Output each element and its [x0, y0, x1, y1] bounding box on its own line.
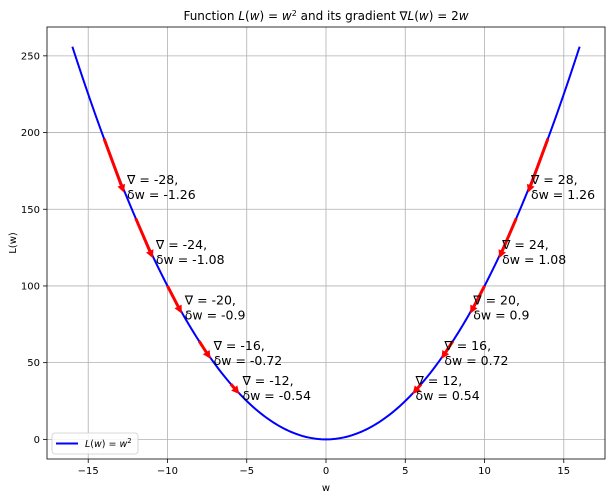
gradient-arrow-head	[412, 385, 421, 395]
gradient-arrow-shaft	[229, 383, 236, 389]
gradient-arrow-shaft	[416, 383, 423, 389]
delta-w-annotation: δw = 0.72	[444, 353, 508, 368]
delta-w-annotation: δw = -1.08	[156, 252, 225, 267]
legend-L: L	[85, 439, 90, 450]
delta-w-annotation: δw = -0.72	[214, 353, 283, 368]
gradient-arrow	[229, 383, 240, 395]
gradient-arrow-head	[498, 249, 506, 259]
gradient-arrow	[470, 285, 486, 314]
legend-sup: 2	[127, 437, 131, 445]
gradient-arrow	[412, 383, 423, 395]
gradient-annotation: ∇ = -16,	[213, 338, 265, 353]
gradient-annotation: ∇ = 28,	[530, 172, 578, 187]
chart-title-L2: L	[408, 9, 415, 23]
chart-title-w2: w	[282, 9, 292, 23]
gradient-annotation: ∇ = -12,	[241, 373, 293, 388]
chart-title-eq: ) =	[260, 9, 282, 23]
x-tick-label: −15	[78, 466, 99, 477]
delta-w-annotation: δw = 1.08	[502, 252, 566, 267]
gradient-arrow-shaft	[472, 285, 486, 308]
gradient-annotation: ∇ = -20,	[184, 293, 236, 308]
delta-w-annotation: δw = 1.26	[531, 187, 595, 202]
gradient-arrow	[526, 138, 550, 193]
grid	[47, 27, 605, 459]
gradient-annotation: ∇ = -24,	[155, 237, 207, 252]
chart-title-part1: Function	[183, 9, 238, 23]
y-tick-label: 100	[21, 281, 40, 292]
x-tick-label: 0	[323, 466, 329, 477]
legend-label: L(w) = w2	[85, 437, 132, 450]
chart-title-part2: and its gradient ∇	[297, 9, 409, 23]
gradient-arrow-shaft	[102, 138, 123, 186]
gradient-arrow-head	[231, 385, 240, 395]
gradient-annotation: ∇ = 12,	[415, 373, 463, 388]
gradient-arrow	[134, 217, 154, 259]
delta-w-annotation: δw = -1.26	[127, 187, 196, 202]
chart-title-L: L	[238, 9, 245, 23]
gradient-arrow-shaft	[529, 138, 550, 186]
gradient-arrow	[102, 138, 126, 193]
gradient-arrow-head	[117, 183, 126, 193]
legend-w: w	[94, 439, 102, 450]
gradient-arrow-head	[202, 349, 211, 359]
gradient-arrow-shaft	[134, 217, 152, 252]
y-axis-label: L(w)	[8, 232, 19, 254]
gradient-arrow	[441, 340, 455, 359]
x-tick-label: 5	[402, 466, 408, 477]
chart-title-sup: 2	[292, 9, 297, 18]
chart-title-w: w	[250, 9, 260, 23]
gradient-arrow-head	[174, 304, 182, 314]
gradient-arrow-shaft	[444, 340, 455, 353]
x-tick-label: −5	[239, 466, 254, 477]
delta-w-annotation: δw = -0.9	[185, 308, 246, 323]
chart-title-w3: w	[419, 9, 429, 23]
annotations: ∇ = -28,δw = -1.26 ∇ = -24,δw = -1.08 ∇ = …	[126, 172, 595, 403]
curve-layer	[71, 46, 581, 441]
gradient-arrow-head	[441, 349, 450, 359]
legend-box	[51, 432, 139, 455]
gradient-arrow-head	[470, 304, 478, 314]
gradient-annotation: ∇ = 16,	[443, 338, 491, 353]
y-tick-label: 200	[21, 128, 40, 139]
chart-title-w4: w	[459, 9, 469, 23]
gradient-arrow	[498, 217, 518, 259]
gradient-arrows	[102, 138, 550, 395]
legend-w2: w	[120, 439, 128, 450]
x-tick-label: 10	[478, 466, 491, 477]
gradient-arrow-shaft	[500, 217, 518, 252]
gradient-arrow-shaft	[197, 340, 208, 353]
x-tick-label: 15	[557, 466, 570, 477]
legend: L(w) = w2	[51, 432, 139, 455]
chart-title: Function L(w) = w2 and its gradient ∇L(w…	[183, 9, 468, 24]
chart-title-eq2: ) = 2	[429, 9, 459, 23]
loss-curve-series	[71, 46, 581, 441]
gradient-arrow-head	[526, 183, 535, 193]
legend-open: (	[90, 439, 94, 450]
y-tick-label: 50	[27, 358, 40, 369]
y-tick-label: 150	[21, 205, 40, 216]
x-axis-label: w	[322, 483, 330, 494]
y-tick-label: 0	[34, 435, 40, 446]
legend-eq: ) =	[102, 439, 120, 450]
gradient-arrow	[166, 285, 182, 314]
gradient-annotation: ∇ = 20,	[472, 293, 520, 308]
delta-w-annotation: δw = 0.54	[416, 388, 480, 403]
delta-w-annotation: δw = 0.9	[473, 308, 529, 323]
gradient-annotation: ∇ = 24,	[501, 237, 549, 252]
gradient-arrow-head	[146, 249, 154, 259]
gradient-annotation: ∇ = -28,	[126, 172, 178, 187]
x-tick-label: −10	[157, 466, 178, 477]
chart-title-open2: (	[414, 9, 419, 23]
gradient-arrow-shaft	[166, 285, 180, 308]
y-tick-label: 250	[21, 51, 40, 62]
chart-title-open: (	[245, 9, 250, 23]
gradient-arrow	[197, 340, 211, 359]
delta-w-annotation: δw = -0.54	[242, 388, 311, 403]
